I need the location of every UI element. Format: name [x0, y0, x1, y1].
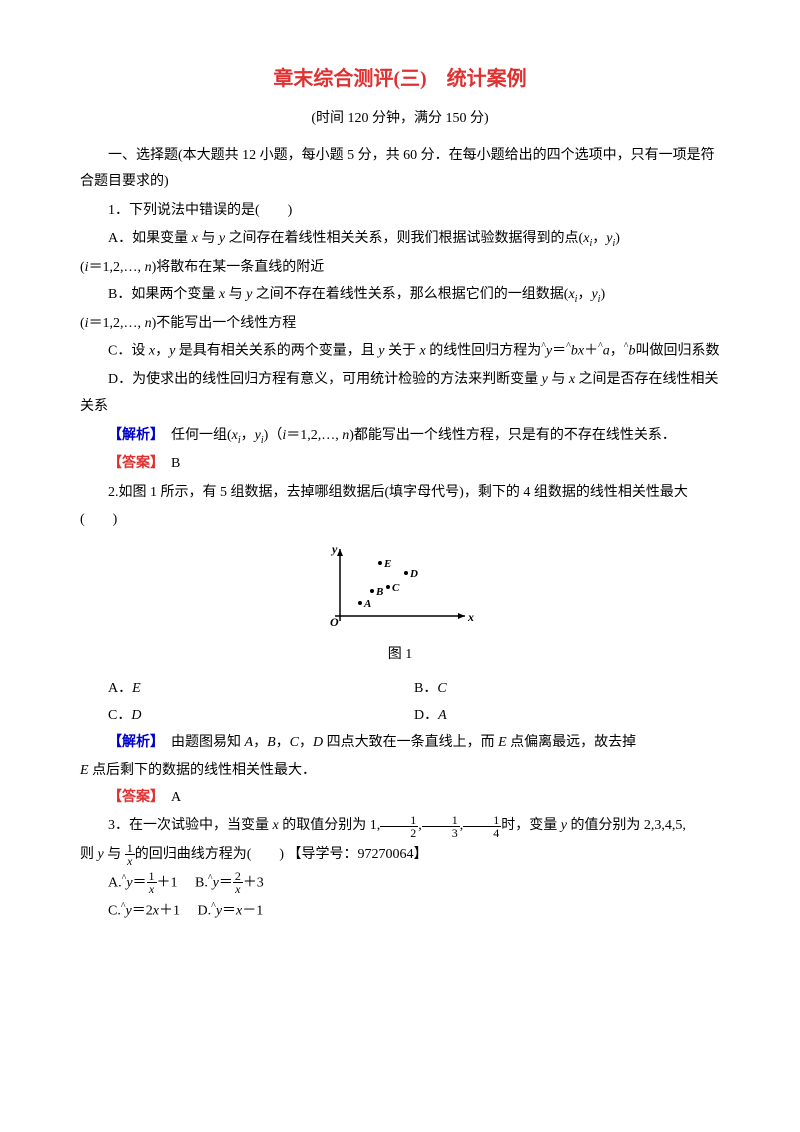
q2-analysis-line2: E 点后剩下的数据的线性相关性最大． [80, 758, 720, 785]
q2-options-row2: C．D D．A [80, 703, 720, 730]
q1-optB: B．如果两个变量 x 与 y 之间不存在着线性关系，那么根据它们的一组数据(xi… [80, 282, 720, 309]
q1-analysis: 【解析】 任何一组(xi，yi)（i＝1,2,…, n)都能写出一个线性方程，只… [80, 423, 720, 450]
svg-text:O: O [330, 615, 339, 629]
section-intro: 一、选择题(本大题共 12 小题，每小题 5 分，共 60 分．在每小题给出的四… [80, 143, 720, 196]
q1-optB-line2: (i＝1,2,…, n)不能写出一个线性方程 [80, 311, 720, 338]
q1-optA-line2: (i＝1,2,…, n)将散布在某一条直线的附近 [80, 255, 720, 282]
q3-stem: 3．在一次试验中，当变量 x 的取值分别为 1,12,13,14时，变量 y 的… [80, 813, 720, 840]
q3-line2: 则 y 与 1x的回归曲线方程为( ) 【导学号：97270064】 [80, 842, 720, 869]
scatter-svg: O x y A B C D E [320, 541, 480, 631]
q1-optD: D．为使求出的线性回归方程有意义，可用统计检验的方法来判断变量 y 与 x 之间… [80, 367, 720, 420]
q2-stem: 2.如图 1 所示，有 5 组数据，去掉哪组数据后(填字母代号)，剩下的 4 组… [80, 480, 720, 533]
fig-label: 图 1 [80, 642, 720, 669]
svg-text:A: A [363, 598, 371, 610]
svg-text:C: C [392, 582, 400, 594]
svg-text:D: D [409, 568, 418, 580]
q3-optCD: C.^y＝2x＋1 D.^y＝x－1 [80, 897, 720, 925]
svg-text:x: x [467, 610, 474, 624]
page-title: 章末综合测评(三) 统计案例 [80, 60, 720, 98]
page-subtitle: (时间 120 分钟，满分 150 分) [80, 106, 720, 133]
q2-options-row1: A．E B．C [80, 676, 720, 703]
q1-stem: 1．下列说法中错误的是( ) [80, 198, 720, 225]
svg-text:y: y [330, 542, 338, 556]
q2-answer: 【答案】 A [80, 785, 720, 812]
q1-answer: 【答案】 B [80, 451, 720, 478]
q1-optA: A．如果变量 x 与 y 之间存在着线性相关关系，则我们根据试验数据得到的点(x… [80, 226, 720, 253]
q3-optAB: A.^y＝1x＋1 B.^y＝2x＋3 [80, 869, 720, 897]
q2-analysis: 【解析】 由题图易知 A，B，C，D 四点大致在一条直线上，而 E 点偏离最远，… [80, 730, 720, 757]
q1-optC: C．设 x，y 是具有相关关系的两个变量，且 y 关于 x 的线性回归方程为^y… [80, 337, 720, 365]
svg-text:E: E [383, 558, 391, 570]
scatter-plot: O x y A B C D E 图 1 [80, 541, 720, 668]
svg-text:B: B [375, 586, 383, 598]
